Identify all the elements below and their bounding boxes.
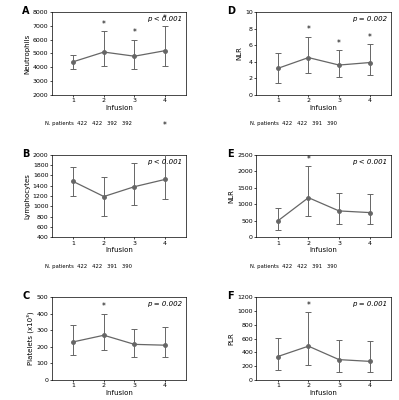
Y-axis label: Neutrophils: Neutrophils — [24, 33, 30, 74]
Text: D: D — [227, 6, 235, 16]
Text: N. patients  422   422   391   390: N. patients 422 422 391 390 — [250, 264, 337, 269]
Y-axis label: PLR: PLR — [229, 332, 235, 345]
Text: N. patients  422   422   391   390: N. patients 422 422 391 390 — [250, 122, 337, 126]
Text: *: * — [163, 14, 167, 23]
Text: p < 0.001: p < 0.001 — [147, 16, 182, 22]
Y-axis label: NLR: NLR — [229, 189, 235, 203]
Text: *: * — [306, 301, 310, 310]
X-axis label: Infusion: Infusion — [105, 247, 133, 253]
Text: A: A — [22, 6, 30, 16]
Text: C: C — [22, 291, 30, 301]
Y-axis label: Lymphocytes: Lymphocytes — [24, 173, 30, 219]
Text: *: * — [102, 20, 106, 29]
Text: *: * — [337, 39, 341, 48]
X-axis label: Infusion: Infusion — [105, 390, 133, 396]
Text: *: * — [306, 25, 310, 34]
Text: p = 0.002: p = 0.002 — [147, 301, 182, 307]
Text: *: * — [163, 121, 167, 130]
X-axis label: Infusion: Infusion — [310, 105, 338, 111]
X-axis label: Infusion: Infusion — [105, 105, 133, 111]
Y-axis label: Platelets (x10³): Platelets (x10³) — [26, 312, 34, 365]
Text: N. patients  422   422   391   390: N. patients 422 422 391 390 — [45, 264, 132, 269]
Text: *: * — [132, 28, 136, 37]
Text: N. patients  422   422   392   392: N. patients 422 422 392 392 — [45, 122, 132, 126]
Text: p < 0.001: p < 0.001 — [352, 159, 387, 165]
Text: p < 0.001: p < 0.001 — [147, 159, 182, 165]
Text: F: F — [227, 291, 233, 301]
Text: *: * — [102, 302, 106, 311]
X-axis label: Infusion: Infusion — [310, 390, 338, 396]
Y-axis label: NLR: NLR — [237, 46, 243, 60]
Text: B: B — [22, 149, 30, 159]
Text: p = 0.002: p = 0.002 — [352, 16, 387, 22]
Text: *: * — [367, 33, 371, 42]
Text: E: E — [227, 149, 233, 159]
Text: p = 0.001: p = 0.001 — [352, 301, 387, 307]
Text: *: * — [306, 155, 310, 164]
X-axis label: Infusion: Infusion — [310, 247, 338, 253]
